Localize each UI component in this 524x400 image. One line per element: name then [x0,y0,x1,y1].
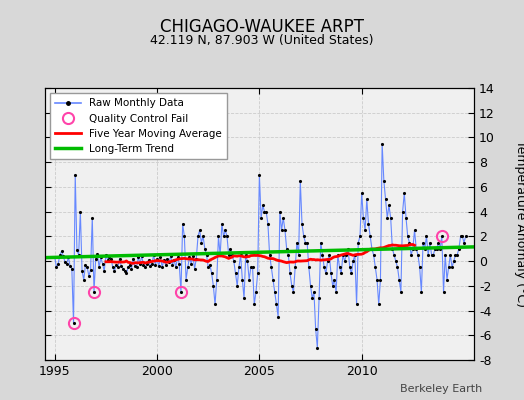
Text: CHIGAGO-WAUKEE ARPT: CHIGAGO-WAUKEE ARPT [160,18,364,36]
Text: Berkeley Earth: Berkeley Earth [400,384,482,394]
Legend: Raw Monthly Data, Quality Control Fail, Five Year Moving Average, Long-Term Tren: Raw Monthly Data, Quality Control Fail, … [50,93,227,159]
Text: 42.119 N, 87.903 W (United States): 42.119 N, 87.903 W (United States) [150,34,374,47]
Y-axis label: Temperature Anomaly (°C): Temperature Anomaly (°C) [515,140,524,308]
